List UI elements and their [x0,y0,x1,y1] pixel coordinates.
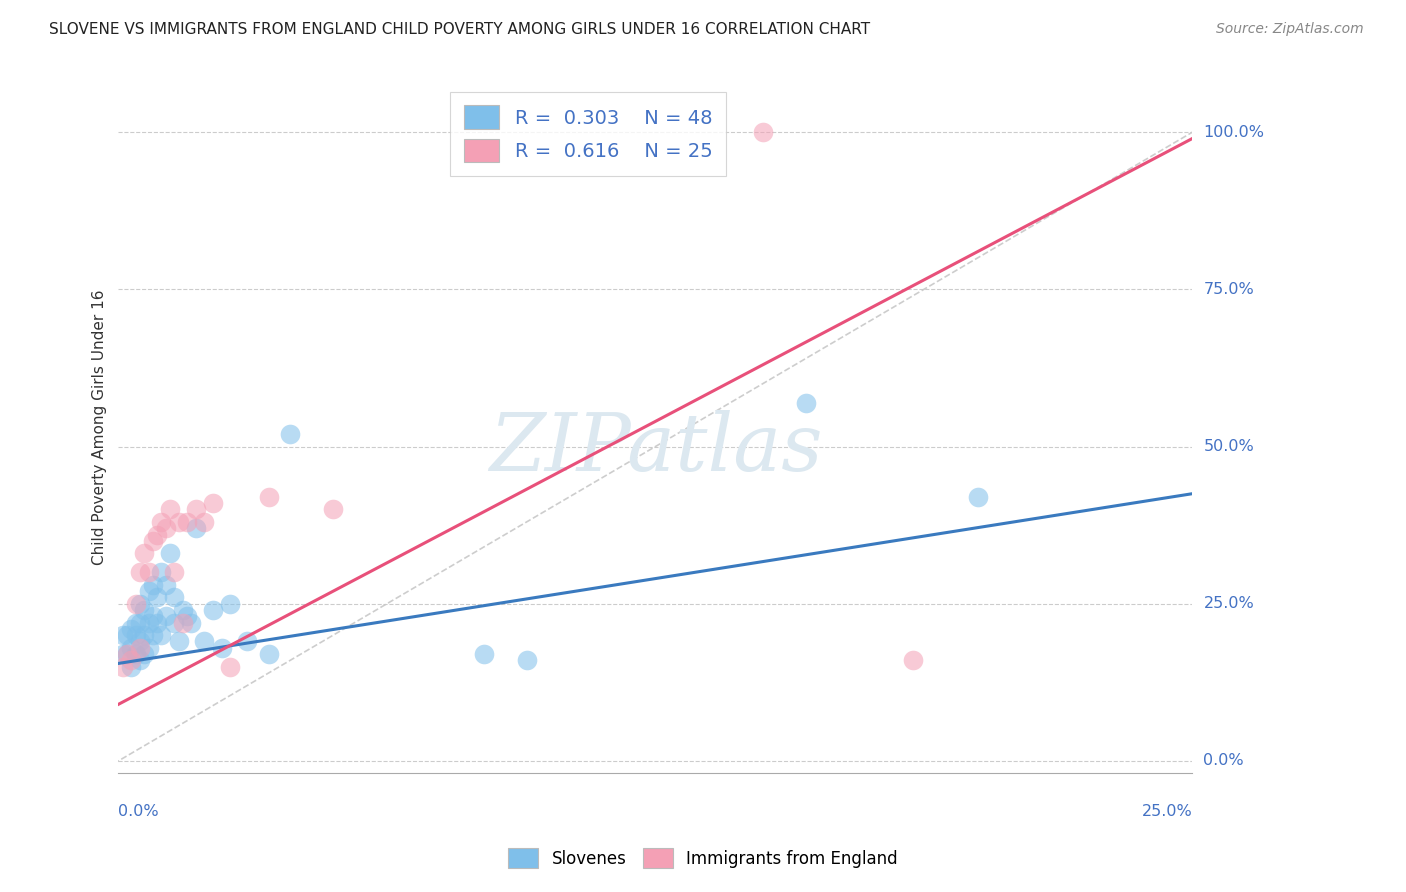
Y-axis label: Child Poverty Among Girls Under 16: Child Poverty Among Girls Under 16 [93,290,107,566]
Text: 100.0%: 100.0% [1204,125,1264,140]
Point [129,597,152,611]
Point [257,490,280,504]
Point [172,615,194,630]
Point [150,515,173,529]
Point [184,521,207,535]
Point [142,628,165,642]
Point [120,653,142,667]
Point [142,533,165,548]
Point [120,640,142,655]
Text: 50.0%: 50.0% [1204,439,1254,454]
Legend: Slovenes, Immigrants from England: Slovenes, Immigrants from England [499,839,907,877]
Point [124,597,146,611]
Text: 75.0%: 75.0% [1204,282,1254,297]
Point [111,628,134,642]
Point [129,640,152,655]
Point [201,603,224,617]
Point [211,640,233,655]
Point [167,515,190,529]
Text: SLOVENE VS IMMIGRANTS FROM ENGLAND CHILD POVERTY AMONG GIRLS UNDER 16 CORRELATIO: SLOVENE VS IMMIGRANTS FROM ENGLAND CHILD… [49,22,870,37]
Point [257,647,280,661]
Point [138,640,160,655]
Point [901,653,924,667]
Point [155,609,177,624]
Point [155,521,177,535]
Point [129,653,152,667]
Point [142,609,165,624]
Point [172,603,194,617]
Point [167,634,190,648]
Point [146,527,169,541]
Text: 0.0%: 0.0% [118,804,159,819]
Point [159,502,181,516]
Point [193,634,215,648]
Point [138,615,160,630]
Point [111,659,134,673]
Point [472,647,495,661]
Point [138,566,160,580]
Point [180,615,202,630]
Point [794,395,817,409]
Point [163,566,186,580]
Point [155,578,177,592]
Point [134,546,156,560]
Point [163,591,186,605]
Point [142,578,165,592]
Point [966,490,988,504]
Point [176,609,198,624]
Point [138,584,160,599]
Point [115,647,138,661]
Point [134,628,156,642]
Point [115,628,138,642]
Point [322,502,344,516]
Text: 25.0%: 25.0% [1142,804,1192,819]
Point [219,659,242,673]
Point [124,628,146,642]
Point [201,496,224,510]
Point [146,615,169,630]
Point [150,628,173,642]
Point [159,546,181,560]
Point [115,647,138,661]
Point [176,515,198,529]
Point [150,566,173,580]
Text: ZIPatlas: ZIPatlas [489,409,823,487]
Point [193,515,215,529]
Point [111,647,134,661]
Point [129,634,152,648]
Point [124,615,146,630]
Point [236,634,259,648]
Point [120,622,142,636]
Point [120,659,142,673]
Point [134,603,156,617]
Point [184,502,207,516]
Point [278,427,301,442]
Point [146,591,169,605]
Point [219,597,242,611]
Point [129,566,152,580]
Text: 25.0%: 25.0% [1204,596,1254,611]
Text: 0.0%: 0.0% [1204,754,1244,768]
Point [124,647,146,661]
Point [515,653,537,667]
Point [163,615,186,630]
Point [752,125,775,139]
Text: Source: ZipAtlas.com: Source: ZipAtlas.com [1216,22,1364,37]
Point [134,647,156,661]
Point [129,615,152,630]
Legend: R =  0.303    N = 48, R =  0.616    N = 25: R = 0.303 N = 48, R = 0.616 N = 25 [450,92,725,176]
